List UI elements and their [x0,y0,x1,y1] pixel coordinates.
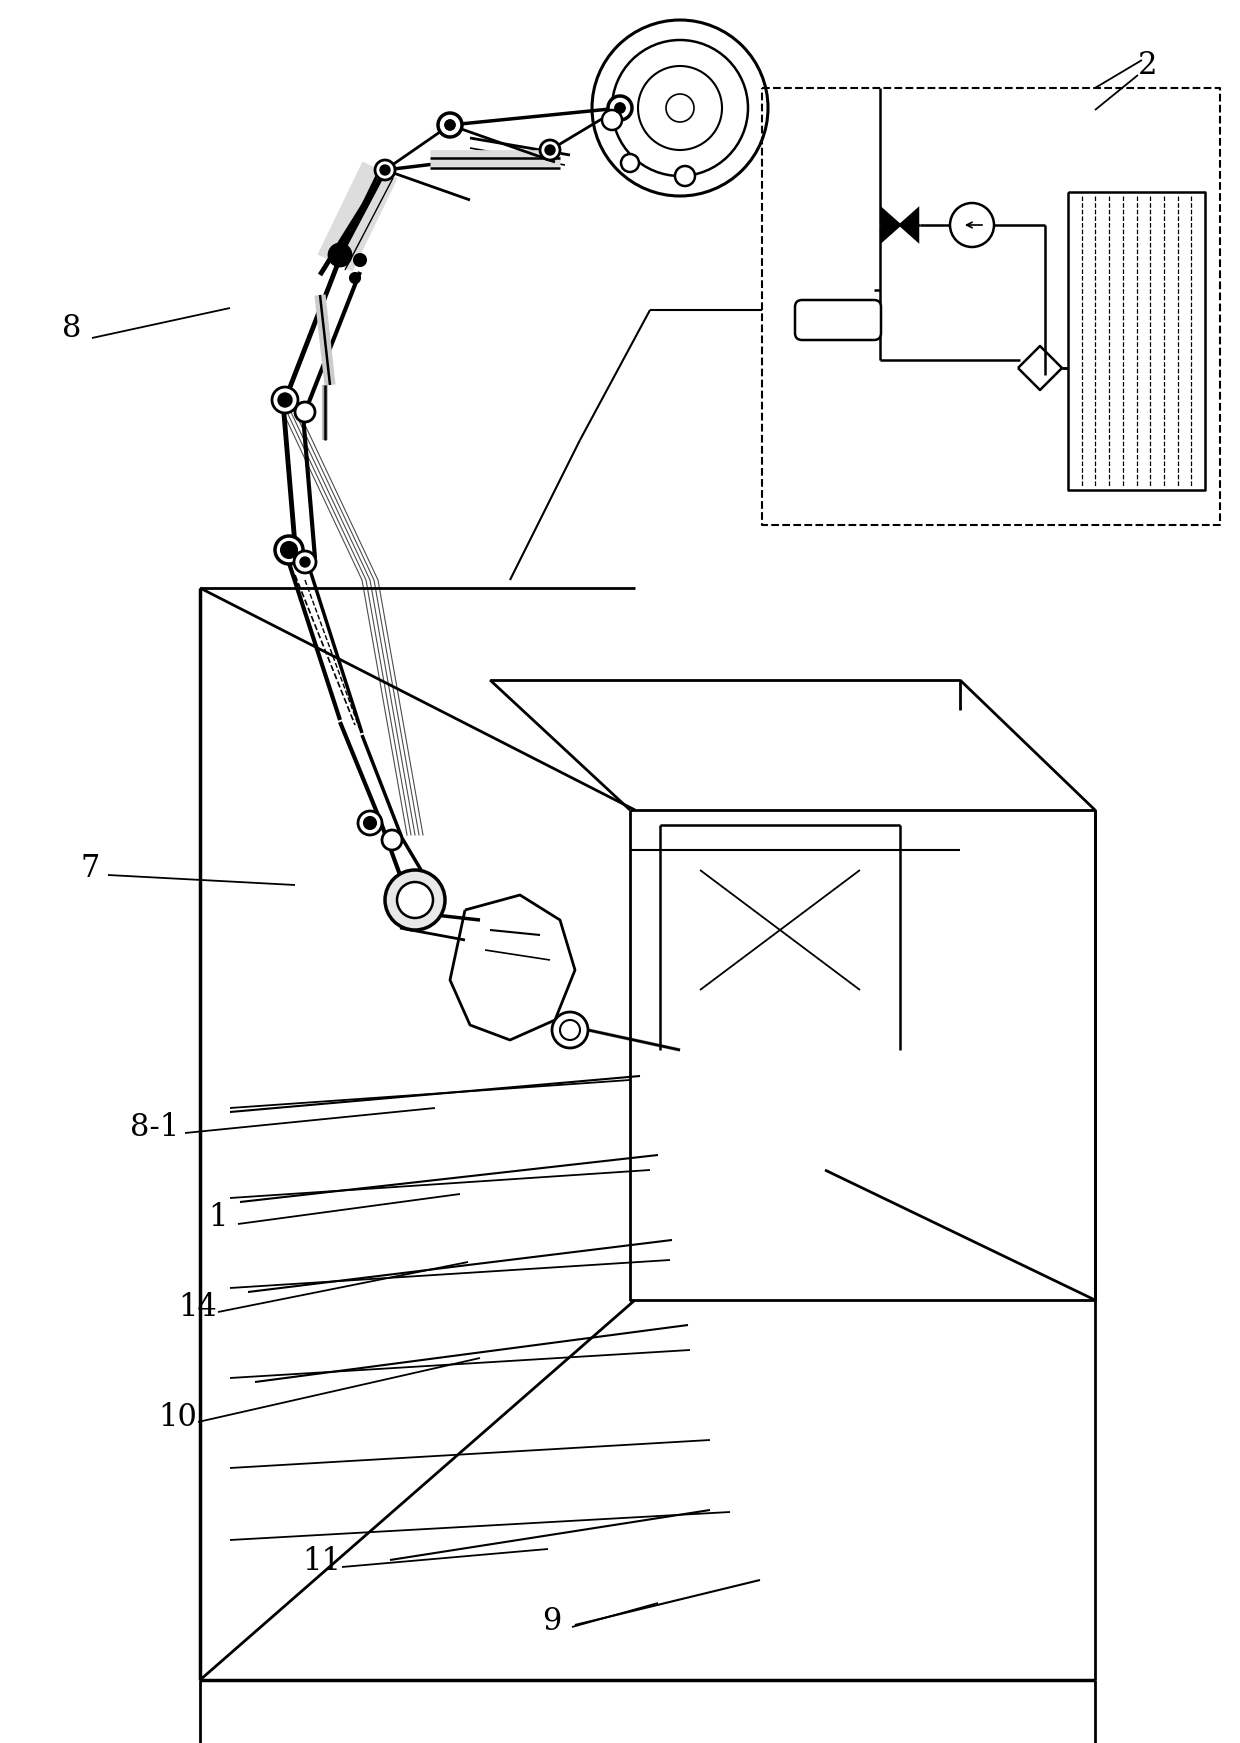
Circle shape [675,166,694,187]
Circle shape [329,244,351,267]
Circle shape [445,120,455,131]
Circle shape [382,830,402,851]
Polygon shape [900,209,918,241]
Circle shape [365,817,376,830]
Circle shape [384,870,445,931]
Circle shape [300,558,310,566]
Text: 14: 14 [179,1293,217,1323]
Circle shape [376,160,394,180]
Circle shape [278,392,291,408]
FancyBboxPatch shape [795,300,880,340]
Circle shape [295,403,315,422]
Circle shape [546,145,556,155]
Text: 7: 7 [81,852,99,884]
Text: 8: 8 [62,312,82,343]
Circle shape [438,113,463,138]
Circle shape [441,117,459,134]
Circle shape [601,110,622,131]
Circle shape [539,139,560,160]
Circle shape [615,103,625,113]
Circle shape [275,537,303,565]
Circle shape [615,103,625,113]
Circle shape [608,96,632,120]
Circle shape [358,810,382,835]
Text: 8-1: 8-1 [130,1112,180,1143]
Circle shape [281,542,298,558]
Circle shape [331,246,348,263]
Text: 11: 11 [303,1546,341,1577]
Circle shape [397,882,433,919]
Circle shape [552,1013,588,1048]
Circle shape [560,1020,580,1041]
Polygon shape [882,209,900,241]
Circle shape [294,551,316,573]
Circle shape [379,166,391,174]
Text: 1: 1 [208,1203,228,1234]
Circle shape [350,274,360,282]
Circle shape [272,387,298,413]
Circle shape [621,153,639,173]
Text: 9: 9 [542,1607,562,1637]
Circle shape [353,254,366,267]
Circle shape [541,141,559,159]
Circle shape [611,99,629,117]
Circle shape [374,160,396,180]
Circle shape [445,120,455,131]
Circle shape [376,160,394,180]
Text: 10: 10 [159,1403,197,1433]
Text: 2: 2 [1138,49,1158,80]
